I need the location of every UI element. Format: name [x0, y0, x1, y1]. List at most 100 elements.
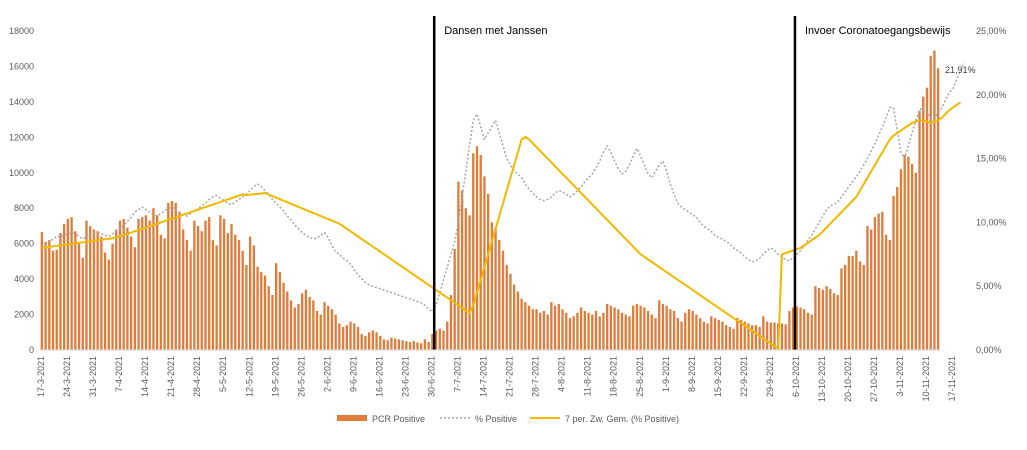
- annotation-label-2: Invoer Coronatoegangsbewijs: [805, 25, 951, 37]
- bar-pcr-positive: [725, 325, 728, 350]
- bar-pcr-positive: [301, 293, 304, 350]
- bar-pcr-positive: [170, 201, 174, 350]
- x-tick-label: 5-5-2021: [218, 356, 228, 392]
- x-tick-label: 4-8-2021: [557, 356, 567, 392]
- x-tick-label: 6-10-2021: [791, 356, 801, 397]
- bar-pcr-positive: [899, 169, 903, 350]
- bar-pcr-positive: [449, 295, 453, 350]
- bar-pcr-positive: [661, 303, 665, 350]
- legend: PCR Positive % Positive 7 per. Zw. Gem. …: [337, 414, 679, 424]
- bar-pcr-positive: [159, 234, 163, 350]
- bar-pcr-positive: [141, 217, 144, 350]
- legend-label-moving-average: 7 per. Zw. Gem. (% Positive): [565, 414, 679, 424]
- bar-pcr-positive: [576, 312, 579, 350]
- bar-pcr-positive: [386, 340, 389, 350]
- bar-pcr-positive: [286, 291, 289, 350]
- bar-pcr-positive: [457, 181, 460, 350]
- bar-pcr-positive: [825, 286, 828, 350]
- bar-series: [40, 50, 940, 351]
- bar-pcr-positive: [687, 309, 691, 350]
- bar-pcr-positive: [494, 227, 497, 350]
- x-tick-label: 12-5-2021: [244, 356, 254, 397]
- bar-pcr-positive: [873, 217, 877, 350]
- y-tick-label: 14000: [9, 97, 34, 107]
- bar-pcr-positive: [312, 300, 315, 350]
- bar-pcr-positive: [669, 309, 672, 350]
- y-tick-label: 2000: [14, 310, 34, 320]
- bar-pcr-positive: [866, 225, 869, 350]
- bar-pcr-positive: [211, 240, 215, 350]
- x-tick-label: 23-6-2021: [400, 356, 410, 397]
- y-tick-label: 16000: [9, 61, 34, 71]
- bar-pcr-positive: [137, 218, 140, 350]
- x-tick-label: 20-10-2021: [843, 356, 853, 402]
- x-tick-label: 11-8-2021: [583, 356, 593, 396]
- bar-pcr-positive: [896, 186, 899, 350]
- x-tick-label: 14-4-2021: [140, 356, 150, 397]
- bar-pcr-positive: [550, 302, 553, 350]
- bar-pcr-positive: [747, 323, 750, 350]
- bar-pcr-positive: [814, 286, 817, 350]
- bar-pcr-positive: [565, 312, 568, 350]
- bar-pcr-positive: [881, 211, 884, 350]
- bar-pcr-positive: [650, 314, 653, 350]
- bar-pcr-positive: [182, 229, 185, 350]
- bar-pcr-positive: [531, 309, 534, 350]
- bar-pcr-positive: [55, 249, 58, 350]
- bar-pcr-positive: [126, 227, 129, 350]
- bar-pcr-positive: [96, 231, 99, 350]
- bar-pcr-positive: [405, 341, 408, 350]
- bar-pcr-positive: [609, 305, 613, 350]
- bar-pcr-positive: [888, 240, 891, 350]
- bar-pcr-positive: [836, 295, 839, 350]
- bar-pcr-positive: [851, 256, 854, 350]
- bar-pcr-positive: [832, 293, 836, 350]
- bar-pcr-positive: [178, 211, 181, 350]
- bar-pcr-positive: [234, 234, 237, 350]
- bar-pcr-positive: [360, 334, 363, 350]
- bar-pcr-positive: [341, 326, 345, 350]
- x-tick-label: 30-6-2021: [427, 356, 437, 397]
- bar-pcr-positive: [446, 321, 449, 350]
- bar-pcr-positive: [635, 303, 639, 350]
- bar-pcr-positive: [252, 245, 255, 350]
- bar-pcr-positive: [379, 335, 382, 350]
- bar-pcr-positive: [542, 311, 546, 350]
- bar-pcr-positive: [676, 318, 679, 350]
- bar-pcr-positive: [408, 342, 412, 350]
- bar-pcr-positive: [267, 286, 270, 350]
- bar-pcr-positive: [765, 321, 769, 350]
- bar-pcr-positive: [51, 250, 55, 350]
- bar-pcr-positive: [672, 311, 676, 350]
- bar-pcr-positive: [579, 307, 583, 350]
- bar-pcr-positive: [713, 318, 717, 350]
- bar-pcr-positive: [925, 87, 929, 351]
- bar-pcr-positive: [431, 334, 434, 350]
- bar-pcr-positive: [706, 323, 709, 350]
- bar-pcr-positive: [475, 146, 479, 350]
- bar-pcr-positive: [85, 220, 88, 350]
- bar-pcr-positive: [412, 341, 415, 350]
- bar-pcr-positive: [524, 302, 527, 350]
- bar-pcr-positive: [758, 326, 761, 350]
- bar-pcr-positive: [219, 215, 222, 350]
- bar-pcr-positive: [933, 50, 936, 351]
- bar-pcr-positive: [929, 55, 932, 351]
- bar-pcr-positive: [44, 241, 47, 350]
- bar-pcr-positive: [606, 303, 609, 350]
- x-tick-label: 22-9-2021: [739, 356, 749, 397]
- bar-pcr-positive: [208, 217, 211, 350]
- bar-pcr-positive: [527, 305, 531, 350]
- bar-pcr-positive: [167, 202, 170, 350]
- last-value-label: 21,91%: [945, 65, 976, 75]
- bar-pcr-positive: [658, 300, 661, 350]
- bar-pcr-positive: [189, 250, 192, 350]
- bar-pcr-positive: [717, 319, 720, 350]
- bar-pcr-positive: [553, 305, 557, 350]
- bar-pcr-positive: [144, 215, 148, 350]
- x-tick-label: 3-11-2021: [895, 356, 905, 396]
- legend-label-pcr-positive: PCR Positive: [372, 414, 425, 424]
- bar-pcr-positive: [598, 316, 601, 350]
- bar-pcr-positive: [230, 224, 233, 350]
